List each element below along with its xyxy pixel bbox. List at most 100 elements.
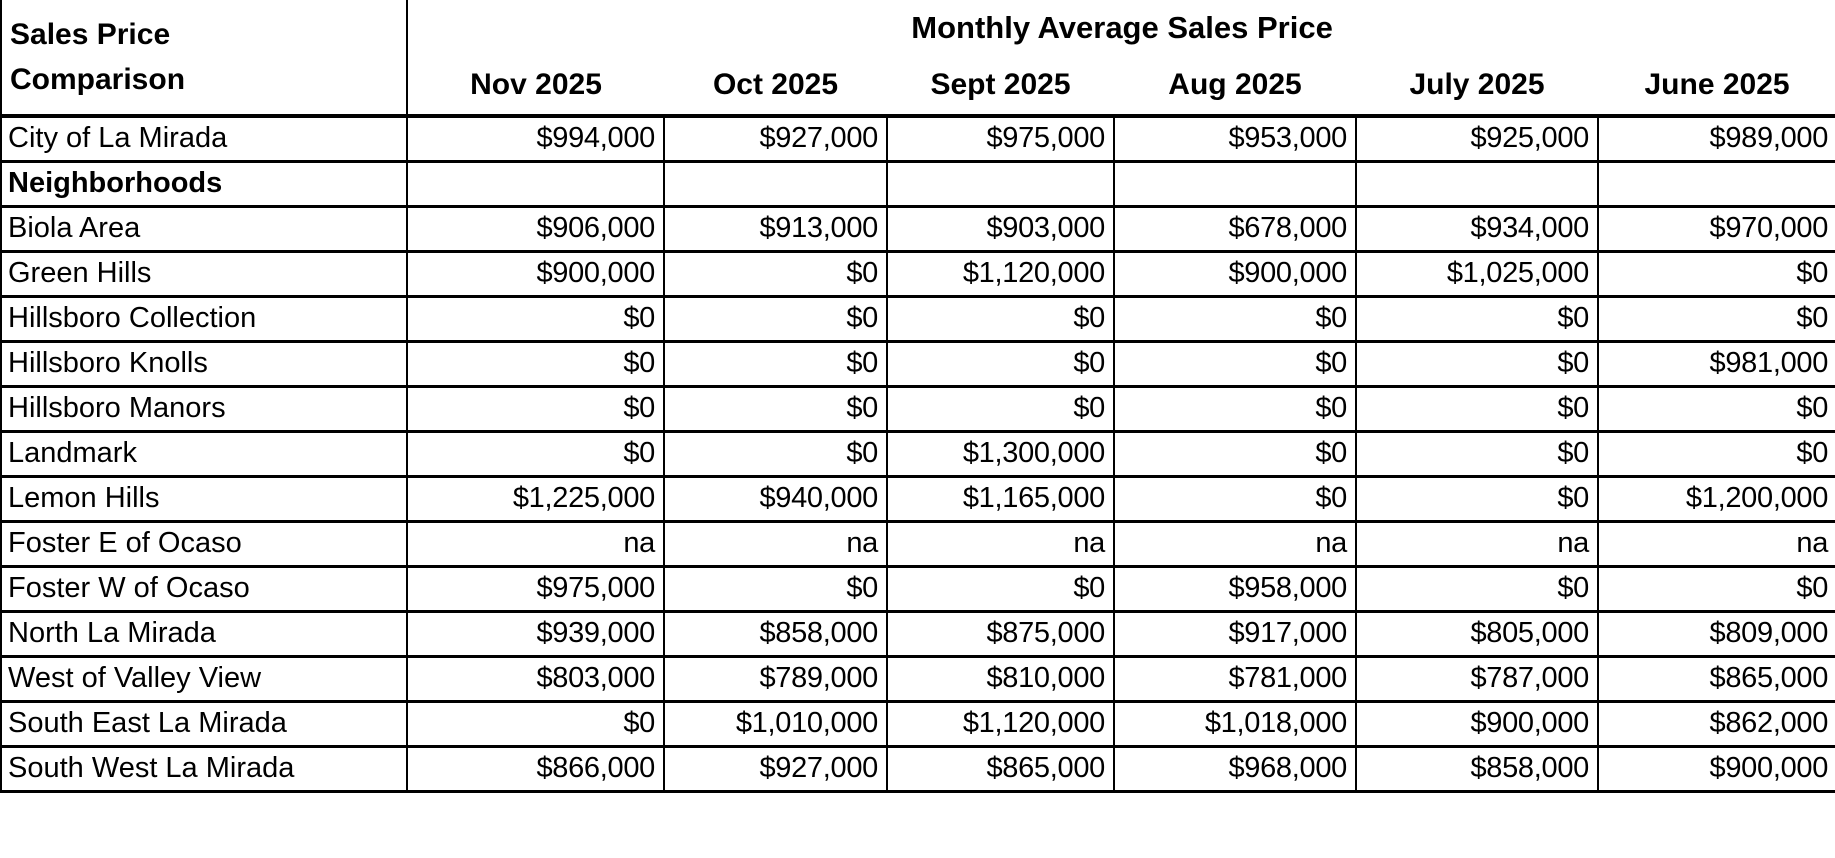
price-cell: $0	[1355, 339, 1599, 388]
row-label: City of La Mirada	[0, 114, 408, 163]
table-row: Foster E of Ocaso na na na na na na	[0, 519, 1835, 568]
row-label: Lemon Hills	[0, 474, 408, 523]
price-cell: $0	[886, 384, 1115, 433]
column-header-june-2025: June 2025	[1598, 56, 1835, 118]
price-cell: na	[406, 519, 665, 568]
row-label: Green Hills	[0, 249, 408, 298]
price-cell: na	[1596, 519, 1835, 568]
price-cell: $0	[663, 339, 888, 388]
price-cell: $0	[1113, 429, 1357, 478]
price-cell: $989,000	[1596, 114, 1835, 163]
row-label: Hillsboro Manors	[0, 384, 408, 433]
price-cell: $0	[1596, 384, 1835, 433]
price-cell: $900,000	[1596, 744, 1835, 793]
price-cell: $0	[1355, 564, 1599, 613]
price-cell: $858,000	[663, 609, 888, 658]
price-cell: $1,018,000	[1113, 699, 1357, 748]
price-cell: $1,300,000	[886, 429, 1115, 478]
price-cell: $865,000	[886, 744, 1115, 793]
price-cell: $1,200,000	[1596, 474, 1835, 523]
price-cell: $903,000	[886, 204, 1115, 253]
price-cell	[406, 159, 665, 208]
price-cell: $0	[406, 294, 665, 343]
price-cell: $0	[1113, 474, 1357, 523]
price-cell: $958,000	[1113, 564, 1357, 613]
price-cell: na	[886, 519, 1115, 568]
row-label: Biola Area	[0, 204, 408, 253]
price-cell: $1,010,000	[663, 699, 888, 748]
price-cell: $1,120,000	[886, 699, 1115, 748]
row-label: Hillsboro Knolls	[0, 339, 408, 388]
price-cell: $678,000	[1113, 204, 1357, 253]
row-label: Hillsboro Collection	[0, 294, 408, 343]
price-cell: $809,000	[1596, 609, 1835, 658]
price-cell: $927,000	[663, 114, 888, 163]
price-cell: $0	[1596, 429, 1835, 478]
price-cell: $953,000	[1113, 114, 1357, 163]
price-cell: $1,025,000	[1355, 249, 1599, 298]
price-cell: $0	[406, 339, 665, 388]
price-cell: $781,000	[1113, 654, 1357, 703]
header-months-row: Nov 2025 Oct 2025 Sept 2025 Aug 2025 Jul…	[1, 56, 1835, 118]
row-label: North La Mirada	[0, 609, 408, 658]
row-label: Landmark	[0, 429, 408, 478]
table-row: Landmark $0 $0 $1,300,000 $0 $0 $0	[0, 429, 1835, 478]
price-cell: $0	[663, 384, 888, 433]
table-row: South East La Mirada $0 $1,010,000 $1,120,0…	[0, 699, 1835, 748]
price-cell: $805,000	[1355, 609, 1599, 658]
corner-title-line1: Sales Price	[10, 18, 171, 51]
row-label: Foster W of Ocaso	[0, 564, 408, 613]
price-cell: $940,000	[663, 474, 888, 523]
price-cell	[1355, 159, 1599, 208]
price-cell: $0	[1596, 294, 1835, 343]
table-row: South West La Mirada $866,000 $927,000 $865…	[0, 744, 1835, 793]
price-cell: $913,000	[663, 204, 888, 253]
price-cell	[886, 159, 1115, 208]
price-cell: $0	[1596, 249, 1835, 298]
price-cell: $900,000	[1113, 249, 1357, 298]
column-header-oct-2025: Oct 2025	[664, 56, 887, 118]
price-cell: $927,000	[663, 744, 888, 793]
price-cell: $0	[663, 564, 888, 613]
price-cell: $968,000	[1113, 744, 1357, 793]
price-cell: $0	[886, 339, 1115, 388]
price-cell: $975,000	[406, 564, 665, 613]
row-label: Foster E of Ocaso	[0, 519, 408, 568]
table-row: Green Hills $900,000 $0 $1,120,000 $900,000 $…	[0, 249, 1835, 298]
price-cell: $900,000	[1355, 699, 1599, 748]
price-cell: na	[1355, 519, 1599, 568]
price-cell: $975,000	[886, 114, 1115, 163]
price-cell: $0	[1113, 294, 1357, 343]
price-cell: $917,000	[1113, 609, 1357, 658]
price-cell: $866,000	[406, 744, 665, 793]
row-label: South East La Mirada	[0, 699, 408, 748]
price-cell: $0	[406, 699, 665, 748]
price-cell: $810,000	[886, 654, 1115, 703]
price-cell: na	[1113, 519, 1357, 568]
corner-title-line2: Comparison	[10, 63, 186, 96]
table-header: Sales Price Comparison Monthly Average S…	[1, 0, 1835, 118]
row-label: Neighborhoods	[0, 159, 408, 208]
table-row: West of Valley View $803,000 $789,000 $810,…	[0, 654, 1835, 703]
header-title-row: Sales Price Comparison Monthly Average S…	[1, 0, 1835, 118]
price-cell: $0	[1355, 474, 1599, 523]
price-cell	[1596, 159, 1835, 208]
price-cell: $787,000	[1355, 654, 1599, 703]
sales-price-table: Sales Price Comparison Monthly Average S…	[0, 0, 1835, 793]
table-row: Foster W of Ocaso $975,000 $0 $0 $958,000 $0 $…	[0, 564, 1835, 613]
table-row: North La Mirada $939,000 $858,000 $875,000 $…	[0, 609, 1835, 658]
price-cell: $970,000	[1596, 204, 1835, 253]
price-cell: $900,000	[406, 249, 665, 298]
row-label: South West La Mirada	[0, 744, 408, 793]
price-cell: $1,165,000	[886, 474, 1115, 523]
price-cell: $1,225,000	[406, 474, 665, 523]
price-cell: $906,000	[406, 204, 665, 253]
price-cell	[663, 159, 888, 208]
table-row: Hillsboro Manors $0 $0 $0 $0 $0 $0	[0, 384, 1835, 433]
price-cell: $934,000	[1355, 204, 1599, 253]
price-cell: $789,000	[663, 654, 888, 703]
column-header-july-2025: July 2025	[1356, 56, 1598, 118]
column-header-aug-2025: Aug 2025	[1114, 56, 1356, 118]
price-cell	[1113, 159, 1357, 208]
